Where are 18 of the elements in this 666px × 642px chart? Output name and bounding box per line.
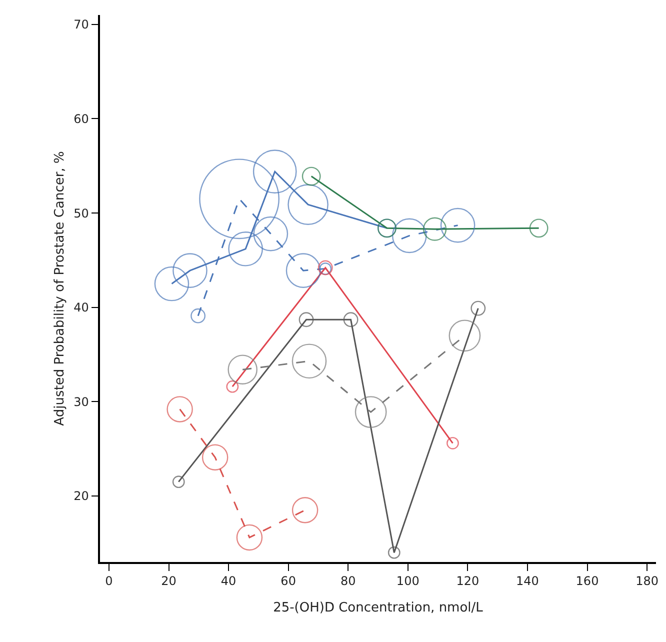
x-tick-label: 60: [280, 574, 296, 588]
x-tick-label: 0: [105, 574, 113, 588]
y-tick-label: 60: [74, 112, 89, 126]
y-tick-label: 50: [74, 206, 89, 220]
x-tick-label: 140: [516, 574, 539, 588]
x-tick-label: 120: [456, 574, 480, 588]
x-axis-title: 25-(OH)D Concentration, nmol/L: [273, 600, 484, 616]
y-tick-label: 20: [74, 489, 89, 504]
y-tick-label: 30: [74, 394, 89, 409]
x-tick-label: 20: [161, 574, 176, 588]
y-tick-label: 70: [74, 18, 89, 32]
y-tick-label: 40: [74, 300, 89, 315]
x-tick-label: 40: [220, 574, 236, 588]
x-tick-label: 160: [576, 574, 599, 588]
x-tick-label: 100: [396, 574, 420, 588]
x-tick-label: 180: [636, 574, 658, 588]
x-tick-label: 80: [340, 574, 356, 588]
y-axis-title: Adjusted Probability of Prostate Cancer, %: [52, 151, 68, 426]
